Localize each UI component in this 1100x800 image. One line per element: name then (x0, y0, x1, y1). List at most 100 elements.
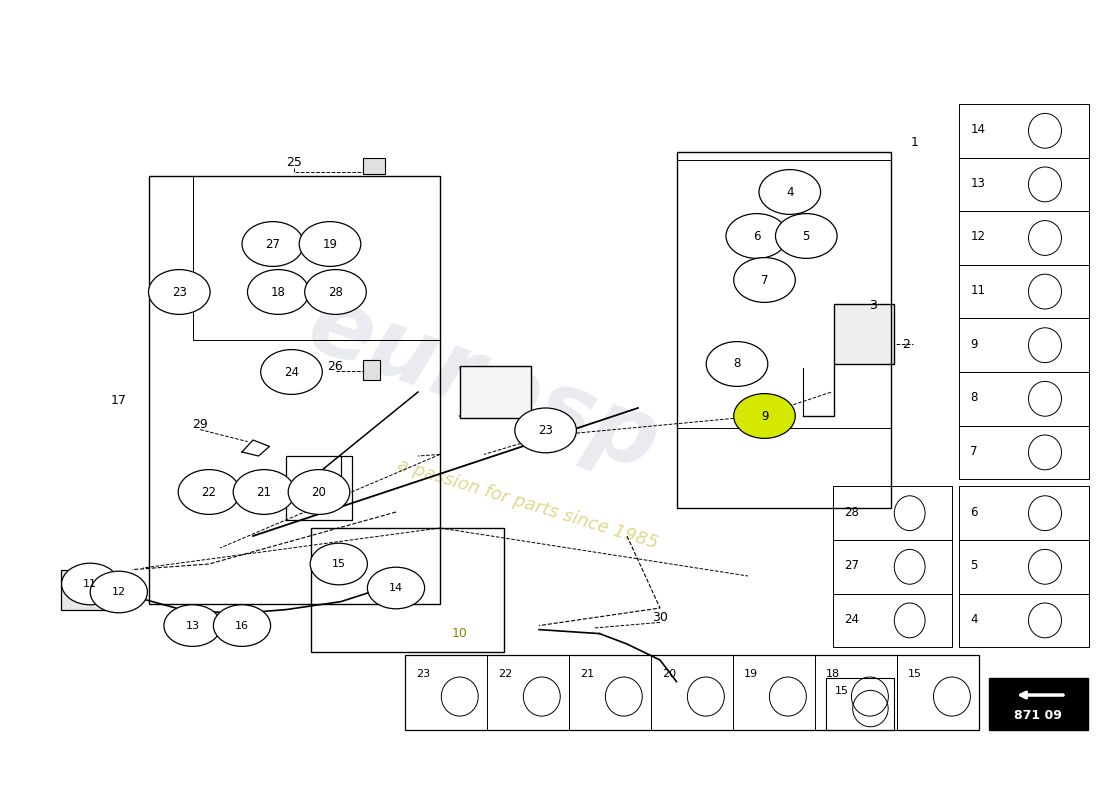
Bar (959, 265, 1089, 318)
Circle shape (178, 470, 240, 514)
Text: 15: 15 (332, 559, 345, 569)
Text: 8: 8 (734, 358, 740, 370)
Text: 27: 27 (265, 238, 280, 250)
Text: 20: 20 (662, 669, 676, 679)
Circle shape (213, 605, 271, 646)
Text: 17: 17 (111, 394, 126, 406)
Bar (676, 152, 891, 508)
Bar (148, 176, 440, 604)
Text: 10: 10 (452, 627, 468, 640)
Bar (363, 158, 385, 174)
Circle shape (164, 605, 221, 646)
Bar (959, 318, 1089, 372)
Text: 21: 21 (256, 486, 272, 498)
Text: 19: 19 (322, 238, 338, 250)
Text: 7: 7 (970, 445, 978, 458)
Bar (959, 158, 1089, 211)
Text: 26: 26 (328, 360, 343, 373)
Circle shape (310, 543, 367, 585)
Text: 11: 11 (970, 284, 986, 297)
Text: 22: 22 (201, 486, 217, 498)
Text: 11: 11 (84, 579, 97, 589)
Circle shape (776, 214, 837, 258)
Bar (826, 678, 894, 730)
Text: 4: 4 (786, 186, 793, 198)
Text: 15: 15 (835, 686, 849, 696)
Text: 27: 27 (844, 559, 859, 572)
Text: 7: 7 (761, 274, 768, 286)
Text: 6: 6 (970, 506, 978, 518)
Text: 18: 18 (271, 286, 286, 298)
Circle shape (734, 394, 795, 438)
Text: 23: 23 (538, 424, 553, 437)
Bar (959, 104, 1089, 158)
Text: 18: 18 (826, 669, 840, 679)
Circle shape (148, 270, 210, 314)
Circle shape (288, 470, 350, 514)
Text: 15: 15 (908, 669, 922, 679)
Circle shape (515, 408, 576, 453)
Text: 22: 22 (497, 669, 512, 679)
Bar (959, 540, 1089, 594)
Text: 25: 25 (286, 156, 301, 169)
Text: 29: 29 (192, 418, 208, 430)
Circle shape (242, 222, 304, 266)
Bar (834, 304, 894, 364)
Text: 6: 6 (754, 230, 760, 242)
Text: 9: 9 (761, 410, 768, 422)
Bar (833, 540, 952, 594)
Text: 14: 14 (389, 583, 403, 593)
Bar (60, 570, 110, 610)
Circle shape (248, 270, 309, 314)
Text: 28: 28 (844, 506, 859, 518)
Text: 9: 9 (970, 338, 978, 350)
Text: 5: 5 (970, 559, 978, 572)
Text: a passion for parts since 1985: a passion for parts since 1985 (395, 456, 661, 552)
Bar (989, 678, 1088, 730)
Text: 24: 24 (844, 613, 859, 626)
Text: 5: 5 (803, 230, 810, 242)
Text: 21: 21 (580, 669, 594, 679)
Text: 4: 4 (970, 613, 978, 626)
Text: 14: 14 (970, 123, 986, 136)
Circle shape (233, 470, 295, 514)
Bar (405, 655, 979, 730)
Bar (676, 160, 891, 428)
Circle shape (706, 342, 768, 386)
Text: 23: 23 (416, 669, 430, 679)
Text: 12: 12 (112, 587, 125, 597)
Text: 23: 23 (172, 286, 187, 298)
Circle shape (726, 214, 788, 258)
Text: 3: 3 (869, 299, 877, 312)
Bar (460, 366, 531, 418)
Text: 20: 20 (311, 486, 327, 498)
Circle shape (261, 350, 322, 394)
Bar (311, 528, 504, 652)
Text: 2: 2 (902, 338, 910, 350)
Circle shape (305, 270, 366, 314)
Text: 13: 13 (970, 177, 986, 190)
Bar (959, 594, 1089, 647)
Bar (959, 486, 1089, 540)
Text: 16: 16 (235, 621, 249, 630)
Text: 30: 30 (652, 611, 668, 624)
Text: 12: 12 (970, 230, 986, 243)
Circle shape (367, 567, 425, 609)
Text: 8: 8 (970, 391, 978, 404)
Text: 13: 13 (186, 621, 199, 630)
Text: eurosp: eurosp (296, 278, 672, 490)
Circle shape (759, 170, 821, 214)
Bar (959, 211, 1089, 265)
Bar (959, 426, 1089, 479)
Circle shape (734, 258, 795, 302)
Bar (833, 486, 952, 540)
Circle shape (62, 563, 119, 605)
Circle shape (299, 222, 361, 266)
Bar (192, 176, 440, 340)
Text: 28: 28 (328, 286, 343, 298)
Text: 871 09: 871 09 (1014, 710, 1063, 722)
Text: 1: 1 (911, 136, 918, 149)
Circle shape (90, 571, 147, 613)
Bar (833, 594, 952, 647)
Bar (959, 372, 1089, 426)
